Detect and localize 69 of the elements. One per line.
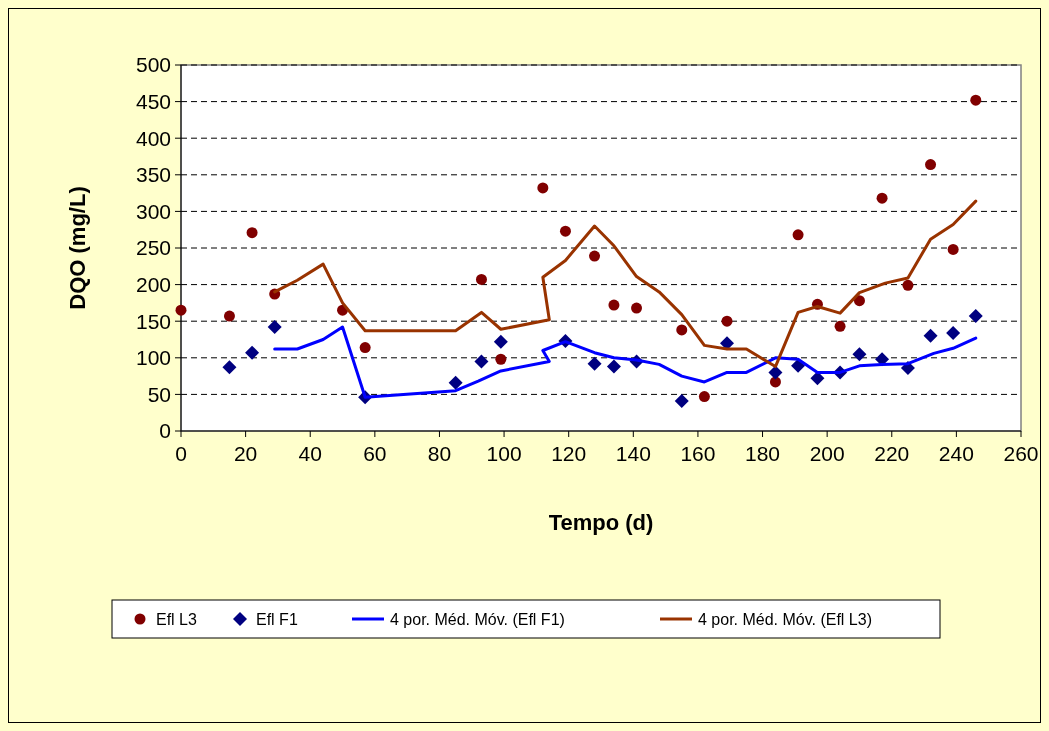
legend-label: 4 por. Méd. Móv. (Efl F1) [390, 610, 565, 628]
point [970, 94, 982, 106]
point [493, 334, 508, 349]
point [968, 309, 983, 324]
y-tick-label: 0 [159, 419, 171, 443]
point [559, 225, 571, 237]
x-tick-label: 160 [680, 442, 716, 465]
point [631, 302, 643, 314]
point [946, 325, 961, 340]
point [792, 229, 804, 241]
x-tick-label: 260 [1003, 442, 1039, 465]
y-tick-label: 400 [135, 126, 171, 150]
point [267, 320, 282, 335]
point [852, 347, 867, 362]
point [246, 227, 258, 239]
point [474, 354, 489, 369]
y-tick-label: 150 [135, 309, 171, 333]
legend-label: Efl L3 [156, 610, 198, 628]
point [245, 345, 260, 360]
point [721, 315, 733, 327]
point [587, 356, 602, 371]
point [676, 324, 688, 336]
point [589, 250, 601, 262]
x-tick-label: 80 [427, 442, 452, 465]
y-tick-label: 100 [135, 346, 171, 370]
point [222, 360, 237, 375]
x-tick-label: 40 [298, 442, 322, 465]
x-tick-label: 120 [551, 442, 587, 465]
point [902, 279, 914, 291]
point [769, 376, 781, 388]
x-tick-label: 0 [175, 442, 187, 465]
x-tick-label: 100 [486, 442, 522, 465]
y-tick-label: 300 [135, 199, 171, 223]
point [495, 353, 507, 365]
x-tick-label: 180 [745, 442, 781, 465]
point [448, 375, 463, 390]
point [359, 342, 371, 354]
point [923, 328, 938, 343]
point [947, 243, 959, 255]
y-axis-title: DQO (mg/L) [65, 186, 90, 310]
point [175, 304, 187, 316]
x-tick-label: 220 [874, 442, 910, 465]
point [810, 371, 825, 386]
x-tick-label: 60 [363, 442, 387, 465]
y-tick-label: 500 [135, 53, 171, 77]
y-tick-label: 250 [135, 236, 171, 260]
x-tick-label: 140 [615, 442, 651, 465]
y-tick-label: 200 [135, 272, 171, 296]
y-tick-label: 50 [147, 382, 171, 406]
point [608, 299, 620, 311]
point [537, 182, 549, 194]
legend-label: 4 por. Méd. Móv. (Efl L3) [698, 610, 872, 628]
point [223, 310, 235, 322]
x-tick-label: 20 [233, 442, 258, 465]
y-tick-label: 450 [135, 89, 171, 113]
x-axis-title: Tempo (d) [548, 510, 654, 535]
legend-label: Efl F1 [256, 610, 298, 628]
point [606, 359, 621, 374]
point [876, 192, 888, 204]
point [475, 273, 487, 285]
x-tick-label: 200 [809, 442, 845, 465]
point [834, 320, 846, 332]
point [853, 295, 865, 307]
point [674, 393, 689, 408]
y-tick-label: 350 [135, 163, 171, 187]
x-tick-label: 240 [938, 442, 974, 465]
point [698, 391, 710, 403]
point [925, 159, 937, 171]
point [768, 365, 783, 380]
